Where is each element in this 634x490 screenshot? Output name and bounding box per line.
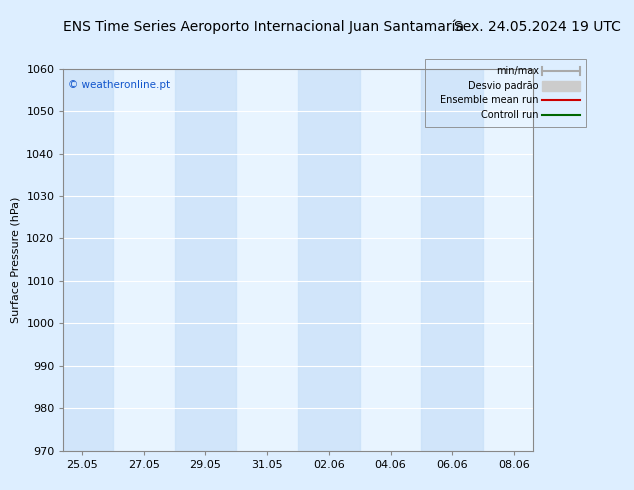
Text: Ensemble mean run: Ensemble mean run (441, 96, 539, 105)
Y-axis label: Surface Pressure (hPa): Surface Pressure (hPa) (11, 196, 21, 323)
Text: Desvio padrão: Desvio padrão (469, 81, 539, 91)
Text: Controll run: Controll run (481, 110, 539, 120)
Bar (51, 69, 113, 451)
Bar (174, 69, 236, 451)
Text: min/max: min/max (496, 66, 539, 76)
Text: Sex. 24.05.2024 19 UTC: Sex. 24.05.2024 19 UTC (455, 20, 621, 34)
Bar (298, 69, 359, 451)
Text: © weatheronline.pt: © weatheronline.pt (68, 80, 170, 90)
Bar (422, 69, 483, 451)
Text: ENS Time Series Aeroporto Internacional Juan Santamaría: ENS Time Series Aeroporto Internacional … (63, 20, 465, 34)
